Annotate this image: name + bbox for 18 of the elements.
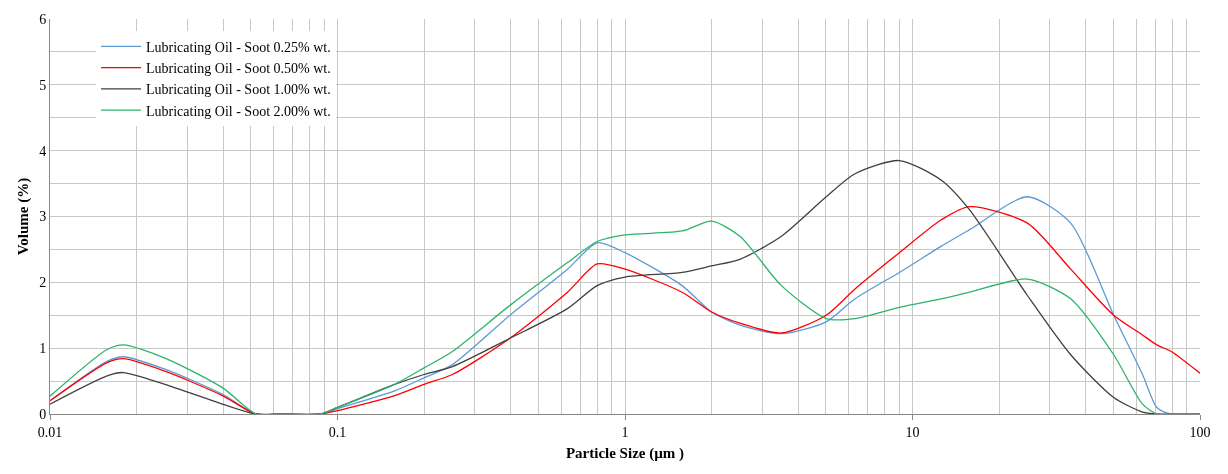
- y-tick-label: 6: [39, 11, 47, 27]
- legend-label: Lubricating Oil - Soot 2.00% wt.: [146, 103, 331, 119]
- y-tick-label: 0: [39, 406, 47, 422]
- legend-label: Lubricating Oil - Soot 0.25% wt.: [146, 39, 331, 55]
- legend-label: Lubricating Oil - Soot 1.00% wt.: [146, 82, 331, 98]
- y-tick-label: 5: [39, 77, 47, 93]
- y-tick-label: 1: [39, 341, 47, 357]
- x-tick-label: 0.01: [37, 424, 63, 440]
- x-axis-title: Particle Size (µm ): [565, 444, 685, 462]
- y-tick-label: 4: [39, 143, 47, 159]
- legend-label: Lubricating Oil - Soot 0.50% wt.: [146, 61, 331, 77]
- y-tick-label: 3: [39, 209, 47, 225]
- x-tick-label: 10: [905, 424, 920, 440]
- x-tick-label: 0.1: [328, 424, 347, 440]
- y-axis-title: Volume (%): [15, 177, 33, 256]
- y-tick-label: 2: [39, 275, 47, 291]
- x-tick-label: 1: [621, 424, 629, 440]
- x-tick-label: 100: [1189, 424, 1211, 440]
